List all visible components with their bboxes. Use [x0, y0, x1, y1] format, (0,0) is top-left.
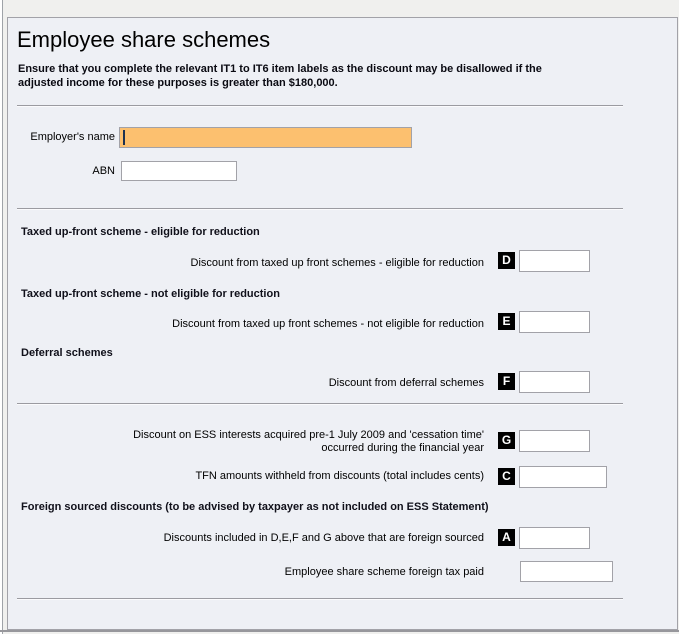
item-letter-box-g: G [498, 432, 515, 449]
left-window-border [2, 0, 3, 634]
discount-pre-2009-input[interactable] [519, 430, 590, 452]
tfn-withheld-input[interactable] [519, 466, 607, 488]
employer-name-label: Employer's name [30, 131, 115, 143]
item-letter-box-f: F [498, 373, 515, 390]
abn-input[interactable] [121, 161, 237, 181]
foreign-sourced-discounts-input[interactable] [519, 527, 590, 549]
discount-deferral-input[interactable] [519, 371, 590, 393]
section-header-taxed-not-eligible: Taxed up-front scheme - not eligible for… [21, 288, 280, 300]
item-letter-box-a: A [498, 529, 515, 546]
foreign-sourced-discounts-label: Discounts included in D,E,F and G above … [163, 532, 484, 544]
tfn-withheld-label: TFN amounts withheld from discounts (tot… [195, 470, 484, 482]
discount-taxed-eligible-input[interactable] [519, 250, 590, 272]
discount-taxed-not-eligible-input[interactable] [519, 311, 590, 333]
abn-label: ABN [92, 165, 115, 177]
divider-bottom [17, 598, 623, 600]
left-window-edge [0, 0, 2, 634]
discount-taxed-not-eligible-label: Discount from taxed up front schemes - n… [172, 318, 484, 330]
discount-taxed-eligible-label: Discount from taxed up front schemes - e… [190, 257, 484, 269]
item-letter-box-c: C [498, 468, 515, 485]
item-letter-box-d: D [498, 252, 515, 269]
foreign-tax-paid-input[interactable] [520, 561, 613, 582]
warning-text: Ensure that you complete the relevant IT… [18, 63, 542, 89]
divider-header [17, 105, 623, 107]
discount-deferral-label: Discount from deferral schemes [328, 377, 484, 389]
bottom-window-border [0, 630, 679, 632]
discount-pre-2009-label: Discount on ESS interests acquired pre-1… [133, 429, 484, 454]
divider-employer [17, 208, 623, 210]
section-header-foreign-sourced: Foreign sourced discounts (to be advised… [21, 501, 489, 513]
text-cursor [123, 130, 125, 145]
section-header-taxed-eligible: Taxed up-front scheme - eligible for red… [21, 226, 260, 238]
section-header-deferral: Deferral schemes [21, 347, 113, 359]
foreign-tax-paid-label: Employee share scheme foreign tax paid [284, 566, 484, 578]
page-title: Employee share schemes [17, 27, 271, 52]
item-letter-box-e: E [498, 313, 515, 330]
employer-name-input[interactable] [119, 127, 412, 148]
divider-deferral [17, 403, 623, 405]
